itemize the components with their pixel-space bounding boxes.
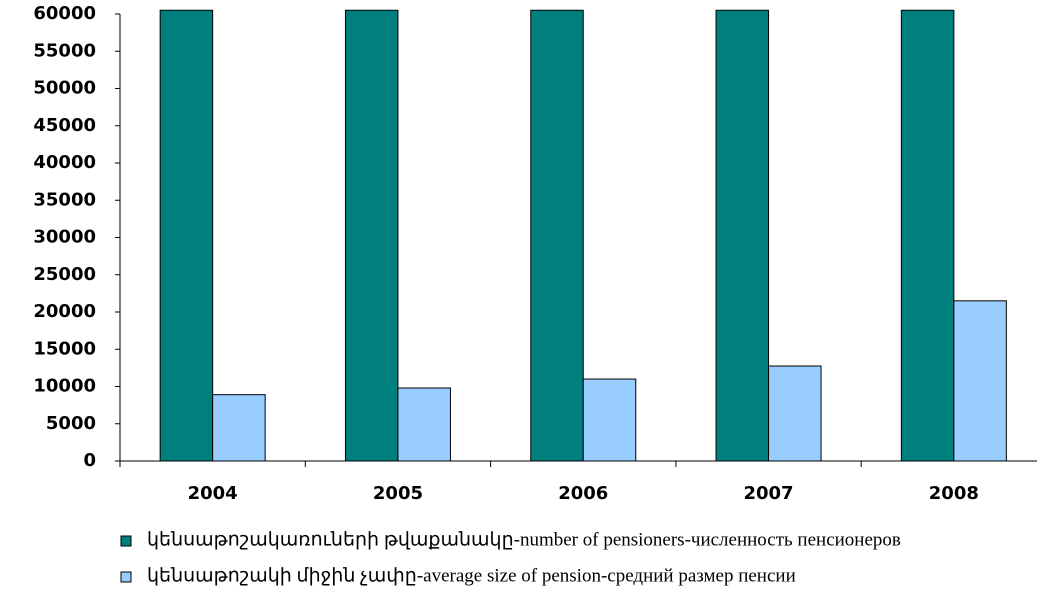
y-tick-label: 0 — [83, 450, 96, 471]
bar — [397, 387, 451, 462]
legend-label: կենսաթոշակի միջին չափը-average size of p… — [147, 565, 796, 586]
legend-swatch — [120, 535, 132, 547]
bar — [530, 9, 584, 462]
y-tick-label: 50000 — [33, 78, 96, 99]
legend-label: կենսաթոշակառուների թվաքանակը-number of p… — [147, 529, 901, 550]
bar — [900, 9, 955, 462]
bar — [768, 365, 822, 462]
y-tick-label: 40000 — [33, 152, 96, 173]
bar — [953, 300, 1007, 462]
bar — [212, 394, 266, 462]
y-tick-label: 60000 — [33, 3, 96, 24]
legend-swatch — [120, 571, 132, 583]
bar — [582, 378, 637, 462]
x-tick-label: 2007 — [743, 483, 793, 504]
x-tick-label: 2008 — [929, 483, 979, 504]
x-tick-label: 2006 — [558, 483, 608, 504]
y-tick-label: 30000 — [33, 227, 96, 248]
y-tick-label: 15000 — [33, 338, 96, 359]
x-tick-label: 2004 — [188, 483, 238, 504]
y-tick-label: 5000 — [46, 413, 96, 434]
y-tick-label: 20000 — [33, 301, 96, 322]
bar — [715, 9, 770, 462]
x-tick-label: 2005 — [373, 483, 423, 504]
y-tick-label: 45000 — [33, 115, 96, 136]
y-tick-label: 10000 — [33, 376, 96, 397]
y-tick-label: 25000 — [33, 264, 96, 285]
y-tick-label: 55000 — [33, 40, 96, 61]
bar — [159, 9, 214, 462]
y-tick-label: 35000 — [33, 189, 96, 210]
bar — [344, 9, 399, 462]
